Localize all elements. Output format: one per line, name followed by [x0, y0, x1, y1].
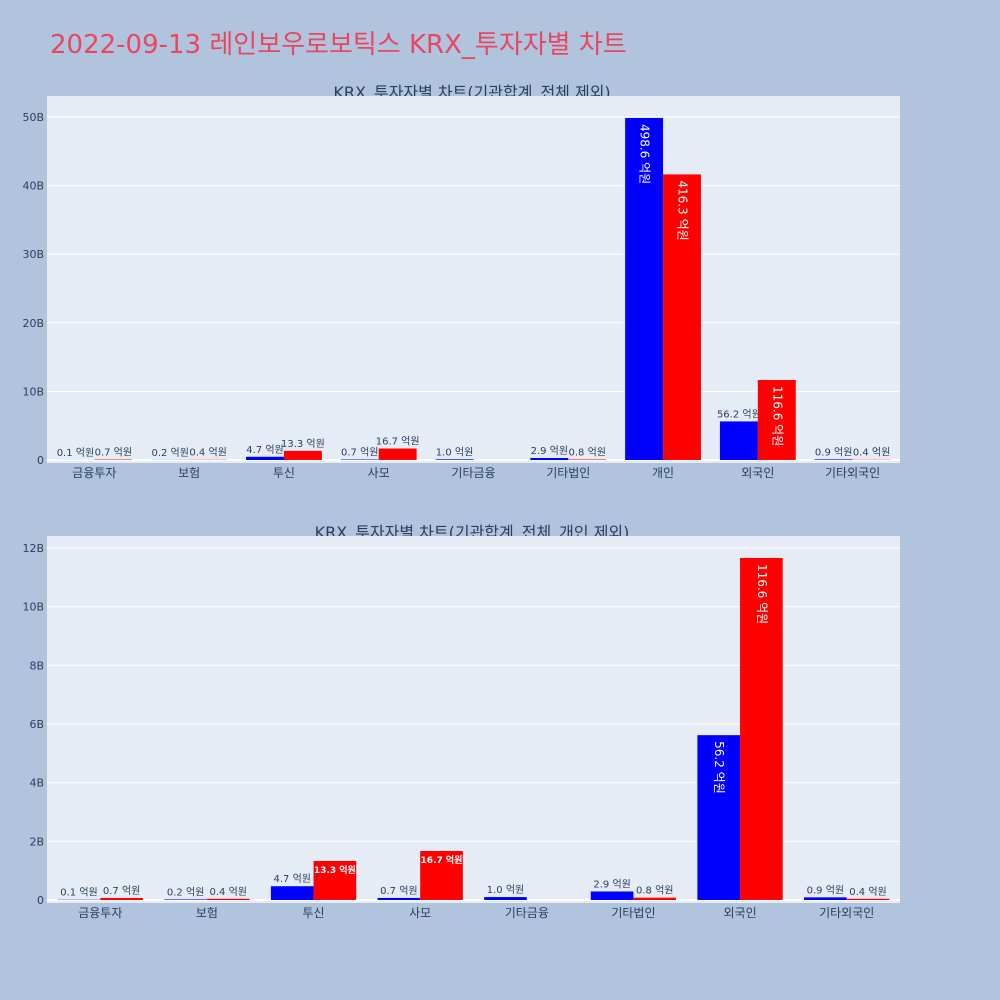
bar-buy: [484, 897, 527, 900]
x-tick-label: 보험: [196, 906, 218, 920]
y-tick-label: 2B: [29, 835, 44, 848]
y-tick-label: 0: [37, 454, 44, 467]
bar-sell: [420, 851, 463, 900]
y-tick-label: 30B: [22, 248, 44, 261]
data-label: 0.4 억원: [189, 447, 226, 459]
y-tick-label: 50B: [22, 111, 44, 124]
data-label: 0.8 억원: [636, 885, 673, 897]
bar-sell: [663, 174, 701, 460]
data-label: 0.2 억원: [167, 886, 204, 898]
data-label: 2.9 억원: [593, 878, 630, 890]
bar-sell: [378, 448, 417, 460]
bar-buy: [590, 891, 634, 900]
bar-sell: [740, 557, 783, 900]
bar-buy: [435, 459, 474, 460]
data-label: 0.9 억원: [807, 884, 844, 896]
y-tick-label: 4B: [29, 777, 44, 790]
bar-sell: [283, 450, 322, 460]
y-tick-label: 12B: [22, 542, 44, 555]
x-tick-label: 금융투자: [78, 906, 122, 920]
data-label: 0.7 억원: [380, 885, 417, 897]
bar-sell: [568, 459, 607, 460]
bar-buy: [377, 897, 421, 900]
x-tick-label: 기타법인: [546, 466, 590, 480]
y-tick-label: 10B: [22, 601, 44, 614]
data-label: 16.7 억원: [421, 854, 463, 866]
x-tick-label: 사모: [368, 466, 390, 480]
bar-sell: [846, 898, 890, 900]
x-tick-label: 외국인: [741, 466, 774, 480]
bar-buy: [697, 735, 741, 900]
x-tick-label: 기타금융: [451, 466, 495, 480]
x-tick-label: 기타금융: [505, 906, 549, 920]
data-label: 1.0 억원: [436, 446, 473, 458]
bar-buy: [270, 886, 314, 900]
bar-sell: [100, 897, 143, 900]
x-tick-label: 사모: [409, 906, 431, 920]
data-label: 416.3 억원: [676, 180, 690, 240]
bar-sell: [206, 898, 250, 900]
data-label: 0.7 억원: [95, 447, 132, 459]
bar-buy: [530, 458, 569, 460]
bar-buy: [164, 899, 207, 900]
data-label: 0.7 억원: [341, 447, 378, 459]
data-label: 56.2 억원: [712, 741, 726, 794]
x-tick-label: 기타법인: [611, 906, 655, 920]
data-label: 0.9 억원: [815, 446, 852, 458]
x-tick-label: 개인: [652, 466, 674, 480]
data-label: 0.8 억원: [568, 446, 605, 458]
data-label: 13.3 억원: [314, 864, 356, 876]
data-label: 0.1 억원: [57, 447, 94, 459]
data-label: 4.7 억원: [273, 873, 310, 885]
x-tick-label: 투신: [303, 906, 325, 920]
data-label: 0.4 억원: [853, 447, 890, 459]
x-tick-label: 보험: [178, 466, 200, 480]
data-label: 0.4 억원: [210, 886, 247, 898]
y-tick-label: 10B: [22, 385, 44, 398]
data-label: 0.7 억원: [103, 885, 140, 897]
y-tick-label: 0: [37, 894, 44, 907]
bar-sell: [633, 897, 677, 900]
data-label: 0.2 억원: [151, 447, 188, 459]
bar-buy: [246, 456, 284, 460]
x-tick-label: 기타외국인: [819, 906, 874, 920]
data-label: 4.7 억원: [246, 444, 283, 456]
x-tick-label: 금융투자: [72, 466, 116, 480]
data-label: 116.6 억원: [770, 386, 784, 446]
data-label: 56.2 억원: [717, 408, 761, 420]
data-label: 16.7 억원: [376, 436, 420, 448]
bar-buy: [814, 459, 853, 460]
y-tick-label: 20B: [22, 317, 44, 330]
data-label: 1.0 억원: [487, 884, 524, 896]
data-label: 116.6 억원: [755, 564, 769, 624]
data-label: 2.9 억원: [531, 445, 568, 457]
page-title: 2022-09-13 레인보우로보틱스 KRX_투자자별 차트: [50, 30, 627, 60]
bar-buy: [804, 897, 847, 900]
x-tick-label: 기타외국인: [825, 466, 880, 480]
bar-buy: [719, 421, 758, 460]
y-tick-label: 8B: [29, 659, 44, 672]
bar-sell: [313, 860, 357, 900]
data-label: 0.1 억원: [60, 887, 97, 899]
x-tick-label: 외국인: [724, 906, 757, 920]
data-label: 13.3 억원: [281, 438, 325, 450]
y-tick-label: 40B: [22, 180, 44, 193]
y-tick-label: 6B: [29, 718, 44, 731]
data-label: 498.6 억원: [638, 124, 652, 184]
data-label: 0.4 억원: [849, 886, 886, 898]
x-tick-label: 투신: [273, 466, 295, 480]
bar-sell: [757, 380, 796, 460]
bar-buy: [625, 117, 664, 461]
